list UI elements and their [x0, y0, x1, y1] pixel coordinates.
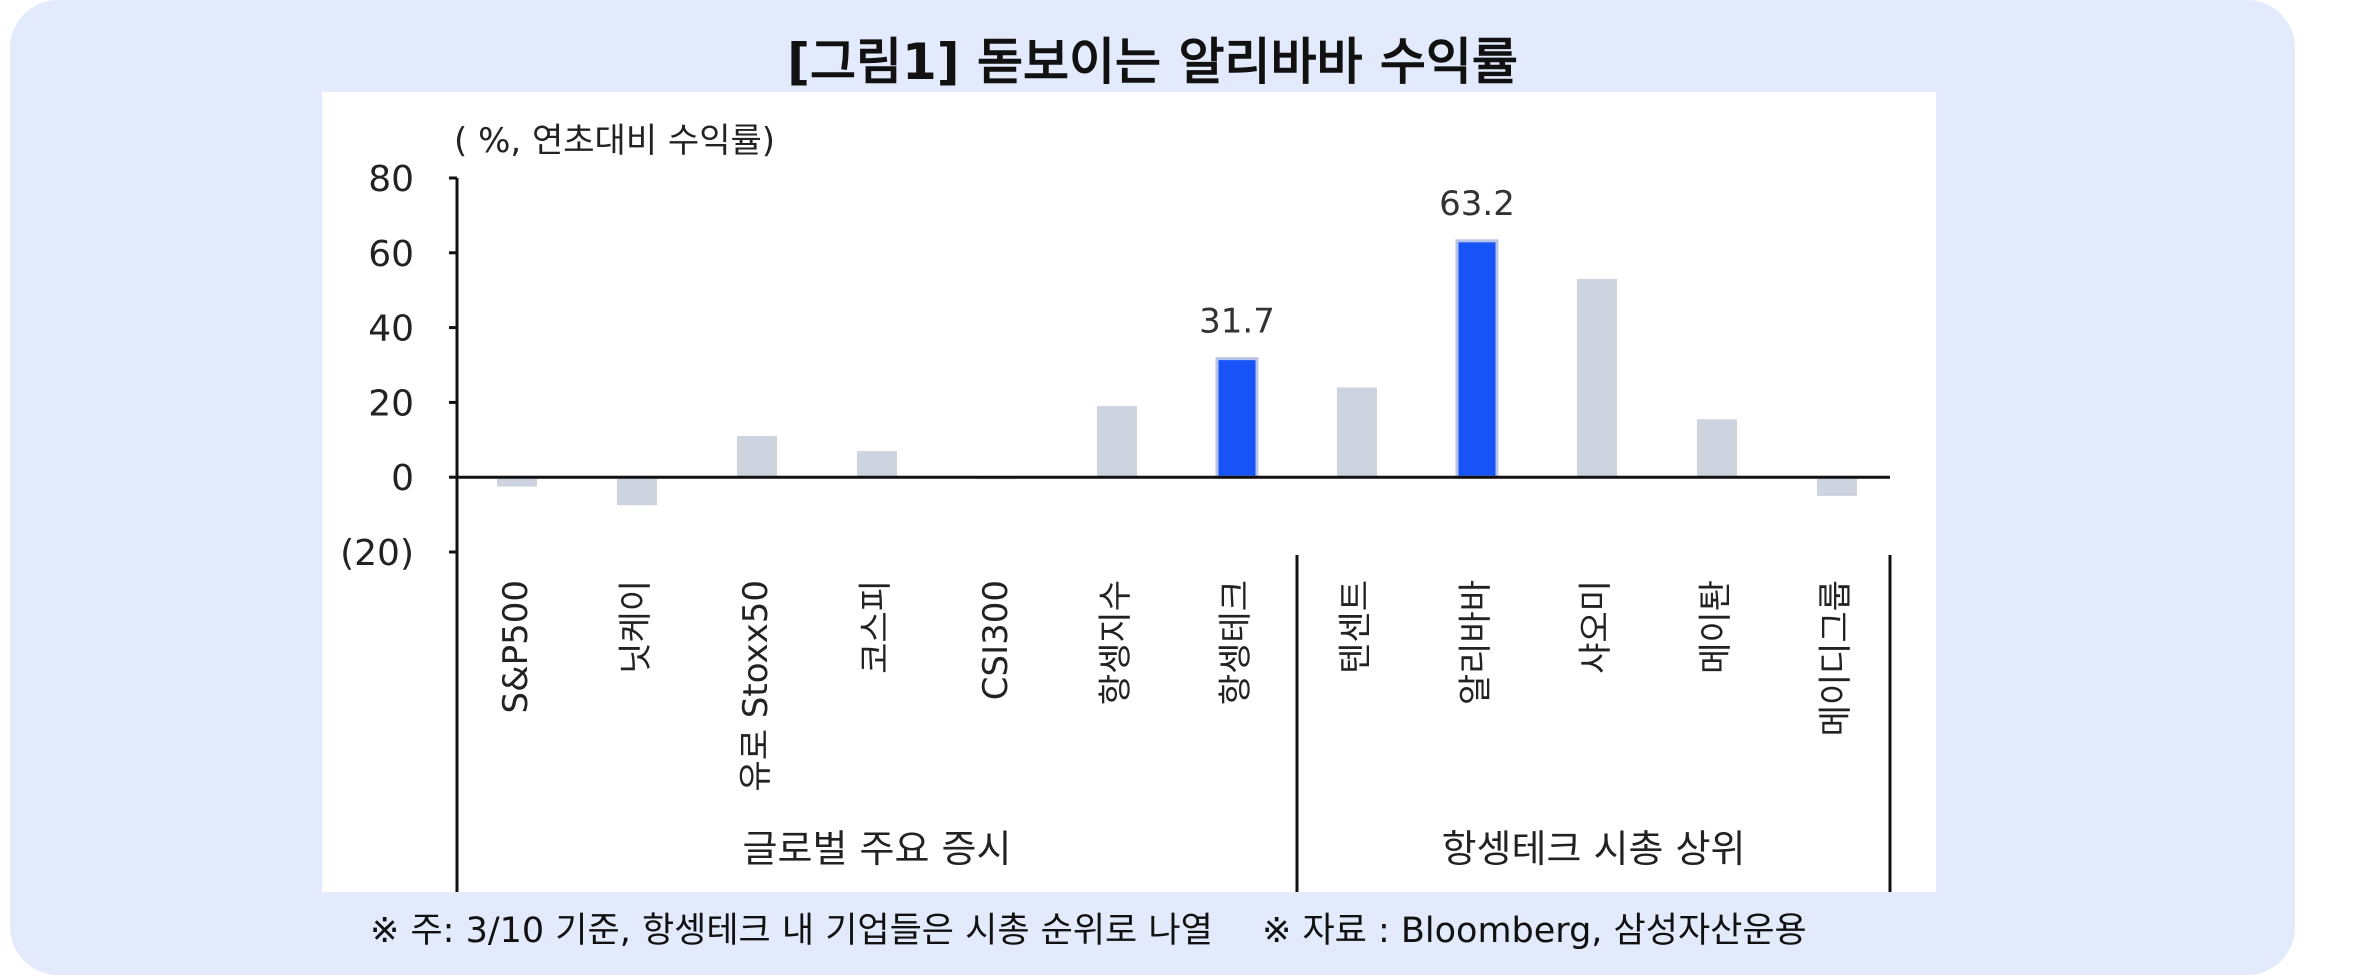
bar: [1697, 419, 1737, 478]
category-label: 텐센트: [1336, 580, 1376, 674]
footnote-source: ※ 자료 : Bloomberg, 삼성자산운용: [1262, 911, 1807, 951]
figure-card: [그림1] 돋보이는 알리바바 수익률 ( %, 연초대비 수익률) 80 60 40…: [10, 0, 2295, 975]
y-axis-label: ( %, 연초대비 수익률): [454, 121, 775, 161]
bar: [1577, 278, 1617, 478]
bar: [1337, 387, 1377, 478]
group-label: 글로벌 주요 증시: [743, 827, 1012, 871]
category-label: 메이디그룹: [1816, 580, 1856, 736]
y-tick-label: 80: [368, 159, 414, 200]
group-label: 항셍테크 시총 상위: [1442, 827, 1746, 871]
bar: [1817, 477, 1857, 496]
footnote-note: ※ 주: 3/10 기준, 항셍테크 내 기업들은 시총 순위로 나열: [370, 911, 1213, 951]
category-label: 유로 Stoxx50: [736, 580, 776, 792]
category-label: 메이퇀: [1696, 580, 1736, 674]
category-label: CSI300: [976, 580, 1016, 700]
category-label: 항셍지수: [1096, 580, 1136, 705]
y-tick-label: (20): [340, 533, 414, 574]
bar: [1215, 357, 1259, 479]
bar-chart: ( %, 연초대비 수익률) 80 60 40 20 0 (20) 31.7 63.2 S&P50…: [340, 121, 1892, 892]
y-tick-label: 0: [391, 458, 414, 499]
bar: [737, 436, 777, 478]
category-label: 코스피: [856, 580, 896, 674]
y-tick-label: 20: [368, 383, 414, 424]
bar: [1097, 406, 1137, 478]
bar: [857, 451, 897, 478]
category-label: S&P500: [496, 580, 536, 714]
figure-title: [그림1] 돋보이는 알리바바 수익률: [787, 33, 1518, 91]
category-label: 항셍테크: [1216, 580, 1256, 705]
bar: [497, 477, 537, 487]
category-label: 닛케이: [616, 580, 656, 674]
bar: [1455, 239, 1499, 479]
y-tick-label: 40: [368, 309, 414, 350]
data-label: 31.7: [1199, 302, 1275, 342]
category-label: 샤오미: [1576, 580, 1616, 674]
data-label: 63.2: [1439, 184, 1515, 224]
category-label: 알리바바: [1456, 580, 1496, 705]
bar: [617, 477, 657, 506]
plot-area: ( %, 연초대비 수익률) 80 60 40 20 0 (20) 31.7 63.2 S&P50…: [322, 92, 1936, 892]
y-tick-label: 60: [368, 234, 414, 275]
